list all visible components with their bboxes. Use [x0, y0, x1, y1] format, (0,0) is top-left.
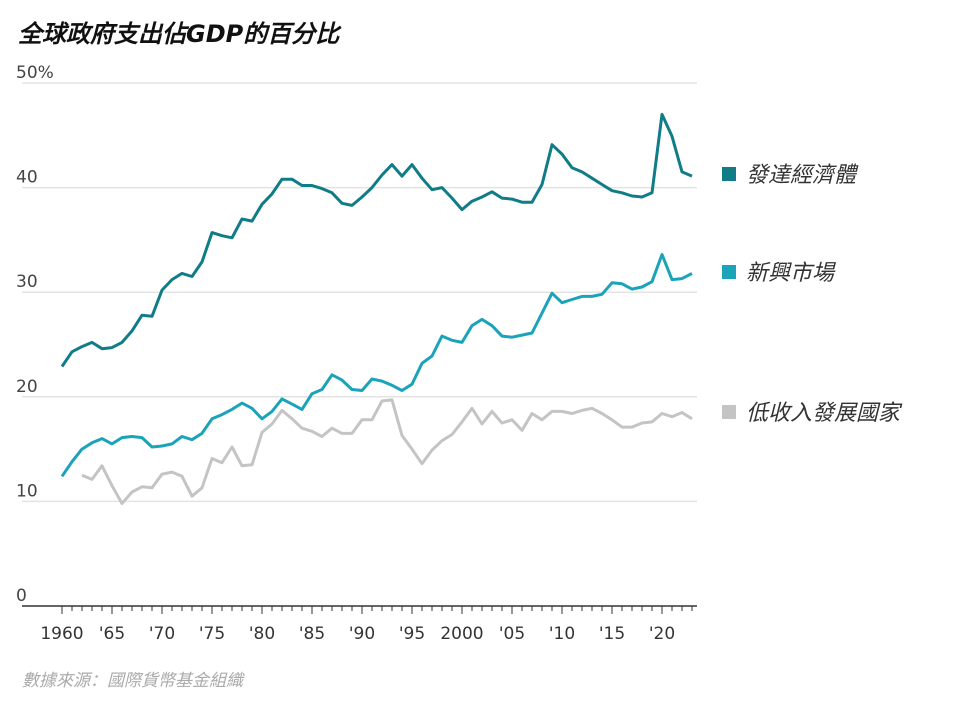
x-tick-label: '05	[499, 624, 525, 644]
x-tick-label: '65	[99, 624, 125, 644]
y-tick-label: 20	[16, 377, 38, 397]
x-tick-label: '70	[149, 624, 175, 644]
x-tick-label: '90	[349, 624, 375, 644]
series-line	[60, 253, 693, 478]
x-tick-label: '75	[199, 624, 225, 644]
x-tick-label: '20	[649, 624, 675, 644]
y-tick-label: 40	[16, 168, 38, 188]
legend-label: 發達經濟體	[746, 163, 859, 188]
y-tick-label: 50%	[16, 63, 54, 83]
legend-swatch	[722, 167, 736, 181]
x-tick-label: '85	[299, 624, 325, 644]
series-line	[60, 112, 693, 368]
x-tick-label: '95	[399, 624, 425, 644]
x-tick-label: '15	[599, 624, 625, 644]
y-tick-label: 0	[16, 586, 27, 606]
legend-label: 新興市場	[746, 261, 837, 286]
legend-swatch	[722, 265, 736, 279]
legend-label: 低收入發展國家	[746, 401, 903, 426]
chart-title: 全球政府支出佔GDP的百分比	[18, 20, 340, 48]
x-tick-label: 2000	[440, 624, 483, 644]
series-line	[81, 398, 693, 505]
y-tick-label: 10	[16, 481, 38, 501]
legend-swatch	[722, 405, 736, 419]
x-tick-label: '10	[549, 624, 575, 644]
x-tick-label: 1960	[40, 624, 83, 644]
y-tick-label: 30	[16, 272, 38, 292]
source-note: 數據來源：國際貨幣基金組織	[22, 671, 243, 691]
x-tick-label: '80	[249, 624, 275, 644]
